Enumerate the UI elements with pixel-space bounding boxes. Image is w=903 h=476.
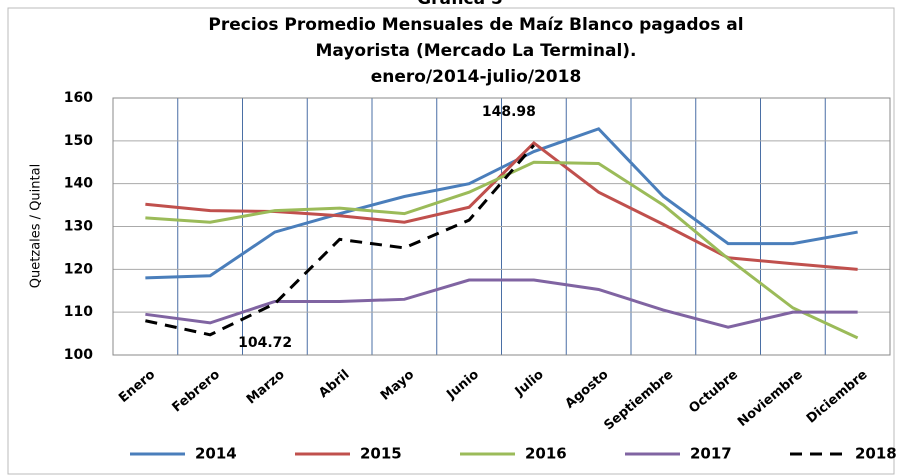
legend-label: 2015 — [360, 445, 402, 463]
x-tick-label: Febrero — [170, 367, 223, 415]
series-line — [145, 127, 858, 280]
y-tick-label: 160 — [64, 90, 93, 106]
x-tick-label: Noviembre — [735, 367, 806, 430]
x-tick-label: Marzo — [244, 367, 288, 407]
y-tick-label: 130 — [64, 219, 93, 235]
chart-title: enero/2014-julio/2018 — [371, 67, 582, 87]
x-tick-label: Enero — [116, 367, 158, 406]
legend-label: 2017 — [690, 445, 732, 463]
series-line — [145, 160, 859, 340]
series-line — [145, 144, 536, 337]
chart-label: Gráfica 5 — [417, 0, 503, 9]
y-tick-label: 110 — [64, 304, 93, 320]
y-tick-label: 140 — [64, 176, 93, 192]
y-tick-label: 120 — [64, 261, 93, 277]
x-tick-label: Mayo — [378, 367, 417, 403]
series-line — [145, 278, 858, 329]
legend-label: 2018 — [855, 445, 897, 463]
data-label: 148.98 — [482, 104, 536, 120]
legend-label: 2016 — [525, 445, 567, 463]
x-tick-label: Diciembre — [804, 367, 871, 426]
chart-title: Mayorista (Mercado La Terminal). — [315, 41, 636, 61]
x-tick-label: Junio — [443, 367, 482, 403]
x-tick-label: Julio — [512, 367, 547, 400]
x-tick-label: Octubre — [686, 367, 741, 416]
y-axis-label: Quetzales / Quintal — [29, 164, 44, 288]
plot-frame — [112, 97, 891, 356]
x-tick-label: Septiembre — [601, 367, 676, 433]
chart-frame — [7, 7, 895, 475]
x-tick-label: Abril — [316, 367, 352, 401]
chart-title: Precios Promedio Mensuales de Maíz Blanc… — [208, 15, 743, 35]
data-label: 104.72 — [238, 335, 292, 351]
y-tick-label: 100 — [64, 347, 93, 363]
legend-label: 2014 — [195, 445, 237, 463]
x-tick-label: Agosto — [563, 367, 612, 411]
y-tick-label: 150 — [64, 133, 93, 149]
